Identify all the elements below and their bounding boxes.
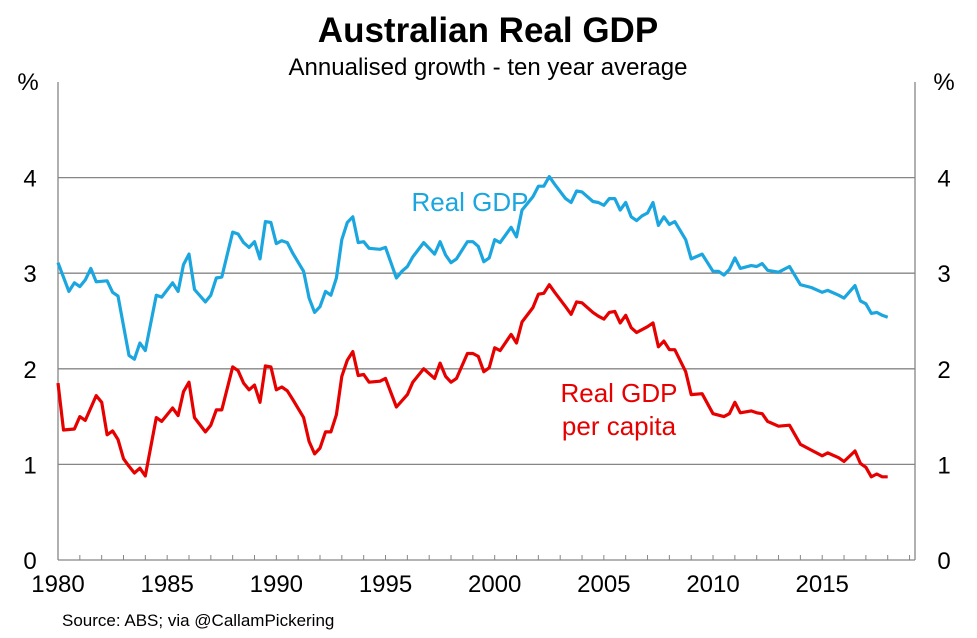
y-tick-label-left: 4 bbox=[23, 166, 36, 193]
y-tick-label-left: 0 bbox=[23, 548, 36, 575]
y-tick-label-left: 2 bbox=[23, 357, 36, 384]
x-tick-label: 1985 bbox=[140, 571, 193, 598]
chart-subtitle: Annualised growth - ten year average bbox=[289, 54, 688, 81]
real-gdp-line bbox=[56, 175, 889, 361]
x-tick-label: 1980 bbox=[31, 571, 84, 598]
x-tick-label: 2015 bbox=[796, 571, 849, 598]
real-gdp-per-capita-line bbox=[56, 283, 888, 479]
y-tick-label-left: 3 bbox=[23, 261, 36, 288]
y-tick-label-right: 1 bbox=[937, 452, 950, 479]
x-tick-label: 2005 bbox=[577, 571, 630, 598]
per-capita-label: per capita bbox=[562, 411, 677, 441]
chart-title: Australian Real GDP bbox=[318, 11, 658, 50]
source-note: Source: ABS; via @CallamPickering bbox=[62, 611, 334, 630]
x-tick-label: 1995 bbox=[359, 571, 412, 598]
y-tick-label-right: 2 bbox=[937, 357, 950, 384]
x-tick-label: 2000 bbox=[468, 571, 521, 598]
y-tick-label-right: 3 bbox=[937, 261, 950, 288]
y-tick-label-left: 1 bbox=[23, 452, 36, 479]
x-tick-label: 1990 bbox=[250, 571, 303, 598]
real-gdp-label: Real GDP bbox=[411, 187, 528, 217]
y-unit-right: % bbox=[933, 69, 954, 96]
y-tick-label-right: 0 bbox=[937, 548, 950, 575]
x-tick-label: 2010 bbox=[686, 571, 739, 598]
y-unit-left: % bbox=[17, 69, 38, 96]
y-tick-label-right: 4 bbox=[937, 166, 950, 193]
per-capita-label: Real GDP bbox=[560, 378, 677, 408]
